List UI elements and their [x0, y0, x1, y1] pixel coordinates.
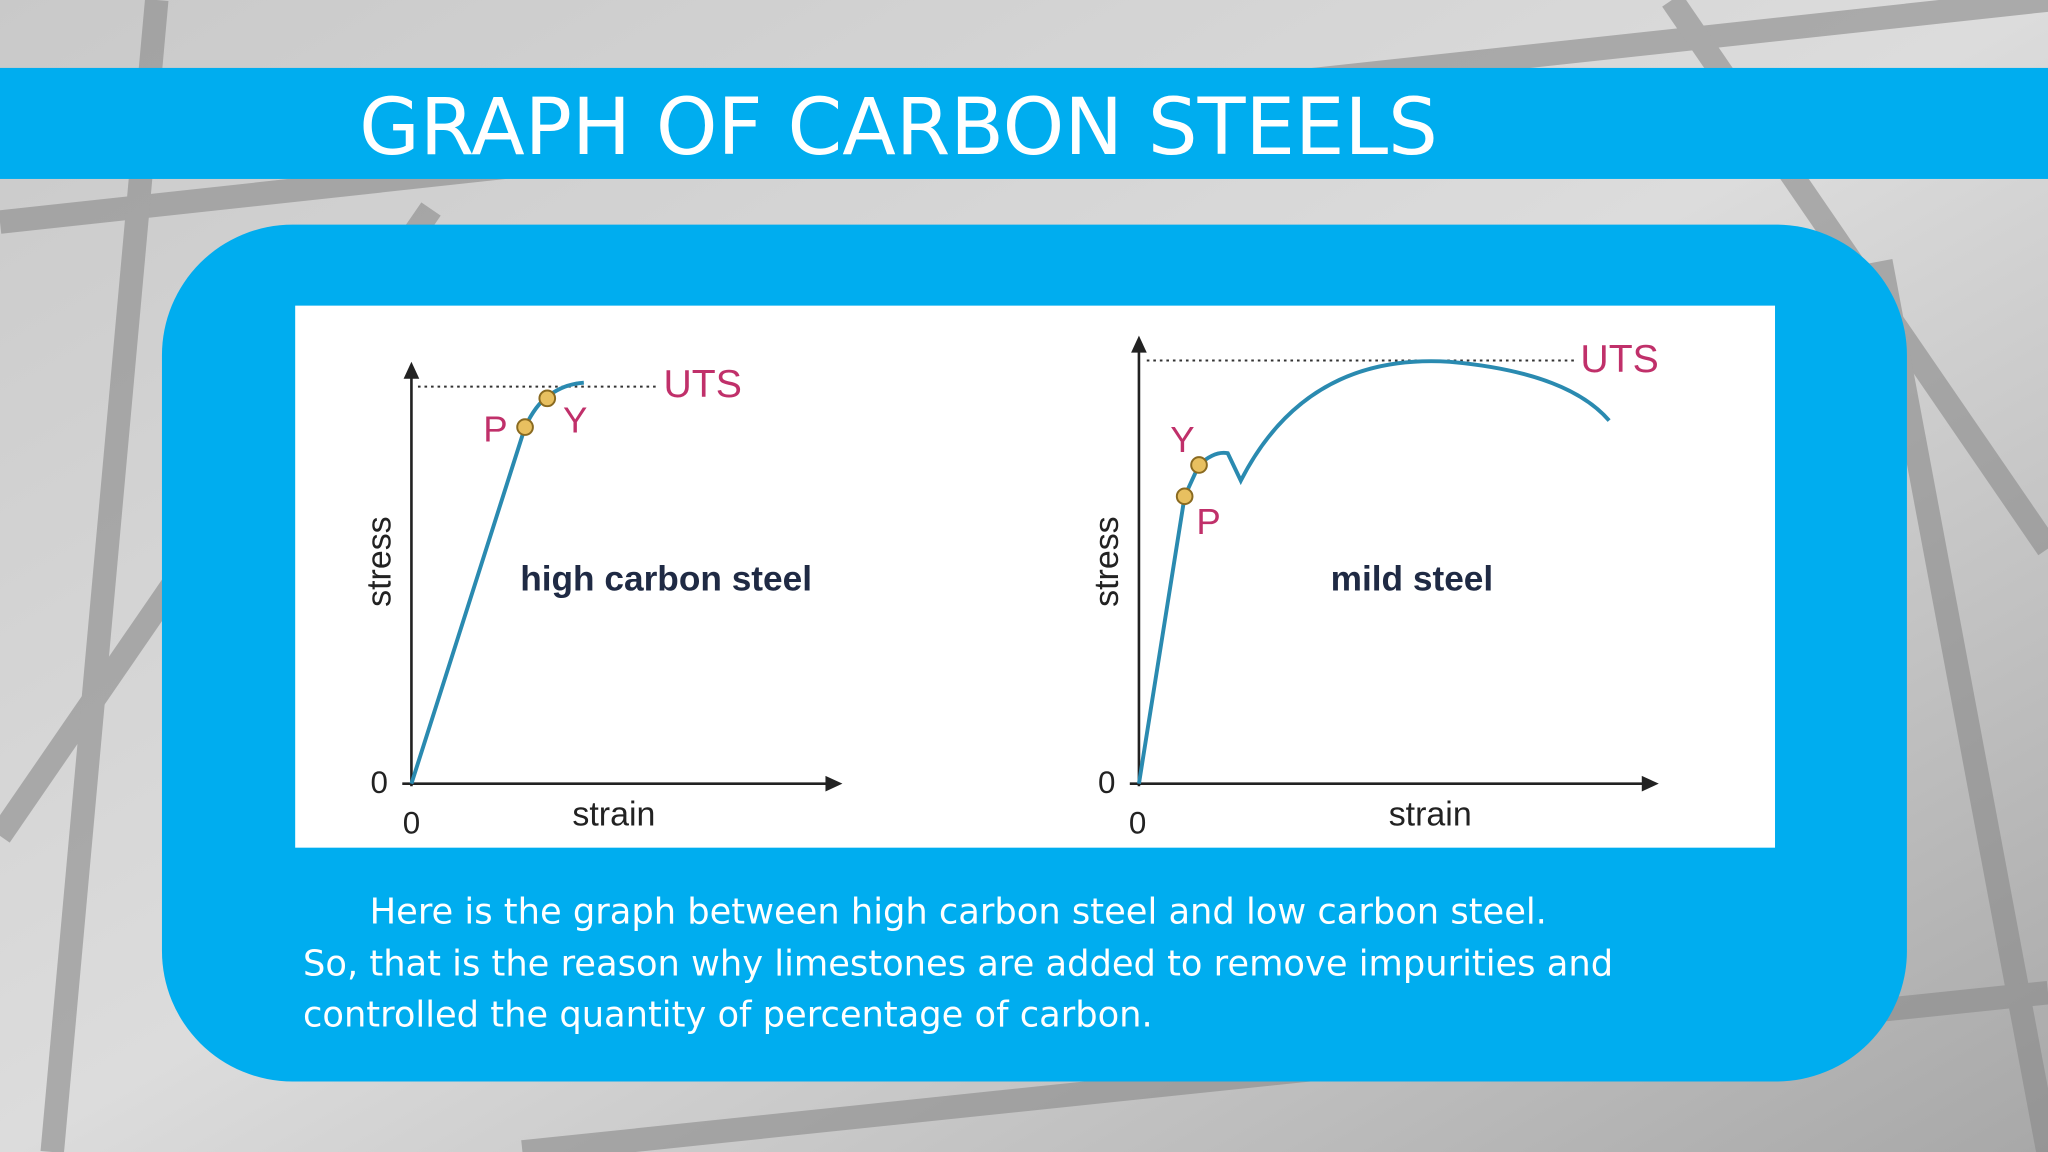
description-line: So, that is the reason why limestones ar… — [303, 944, 1613, 985]
arrow — [403, 361, 420, 379]
p-label: P — [483, 408, 507, 449]
x-origin: 0 — [1129, 805, 1146, 840]
slide-title: GRAPH OF CARBON STEELS — [359, 82, 1438, 173]
y-origin: 0 — [370, 765, 387, 800]
point-marker — [1190, 456, 1208, 474]
arrow — [1131, 335, 1147, 353]
description-line: Here is the graph between high carbon st… — [370, 891, 1547, 932]
curve — [1137, 359, 1611, 784]
graph-label: high carbon steel — [520, 559, 812, 598]
uts-label: UTS — [1580, 338, 1658, 381]
point-marker — [516, 418, 534, 436]
x-axis-title: strain — [572, 795, 655, 833]
y-origin: 0 — [1098, 765, 1115, 800]
x-axis-title: strain — [1389, 795, 1472, 833]
graph-high-carbon: UTS P Y stress strain 0 0 high carbon st… — [361, 361, 843, 840]
y-label: Y — [563, 399, 587, 440]
description-line: controlled the quantity of percentage of… — [303, 995, 1153, 1036]
graph-label: mild steel — [1331, 559, 1494, 598]
description: Here is the graph between high carbon st… — [303, 891, 1613, 1035]
x-origin: 0 — [403, 805, 420, 840]
graph-mild-steel: UTS Y P stress strain 0 0 mild steel — [1088, 335, 1659, 840]
arrow — [825, 775, 843, 792]
arrow — [1641, 775, 1659, 792]
uts-label: UTS — [664, 363, 742, 406]
point-marker — [538, 389, 557, 408]
y-label: Y — [1170, 419, 1194, 460]
title-bar — [0, 67, 2048, 179]
p-label: P — [1196, 501, 1220, 542]
y-axis-title: stress — [1088, 516, 1126, 607]
point-marker — [1175, 487, 1194, 506]
y-axis-title: stress — [361, 516, 399, 607]
